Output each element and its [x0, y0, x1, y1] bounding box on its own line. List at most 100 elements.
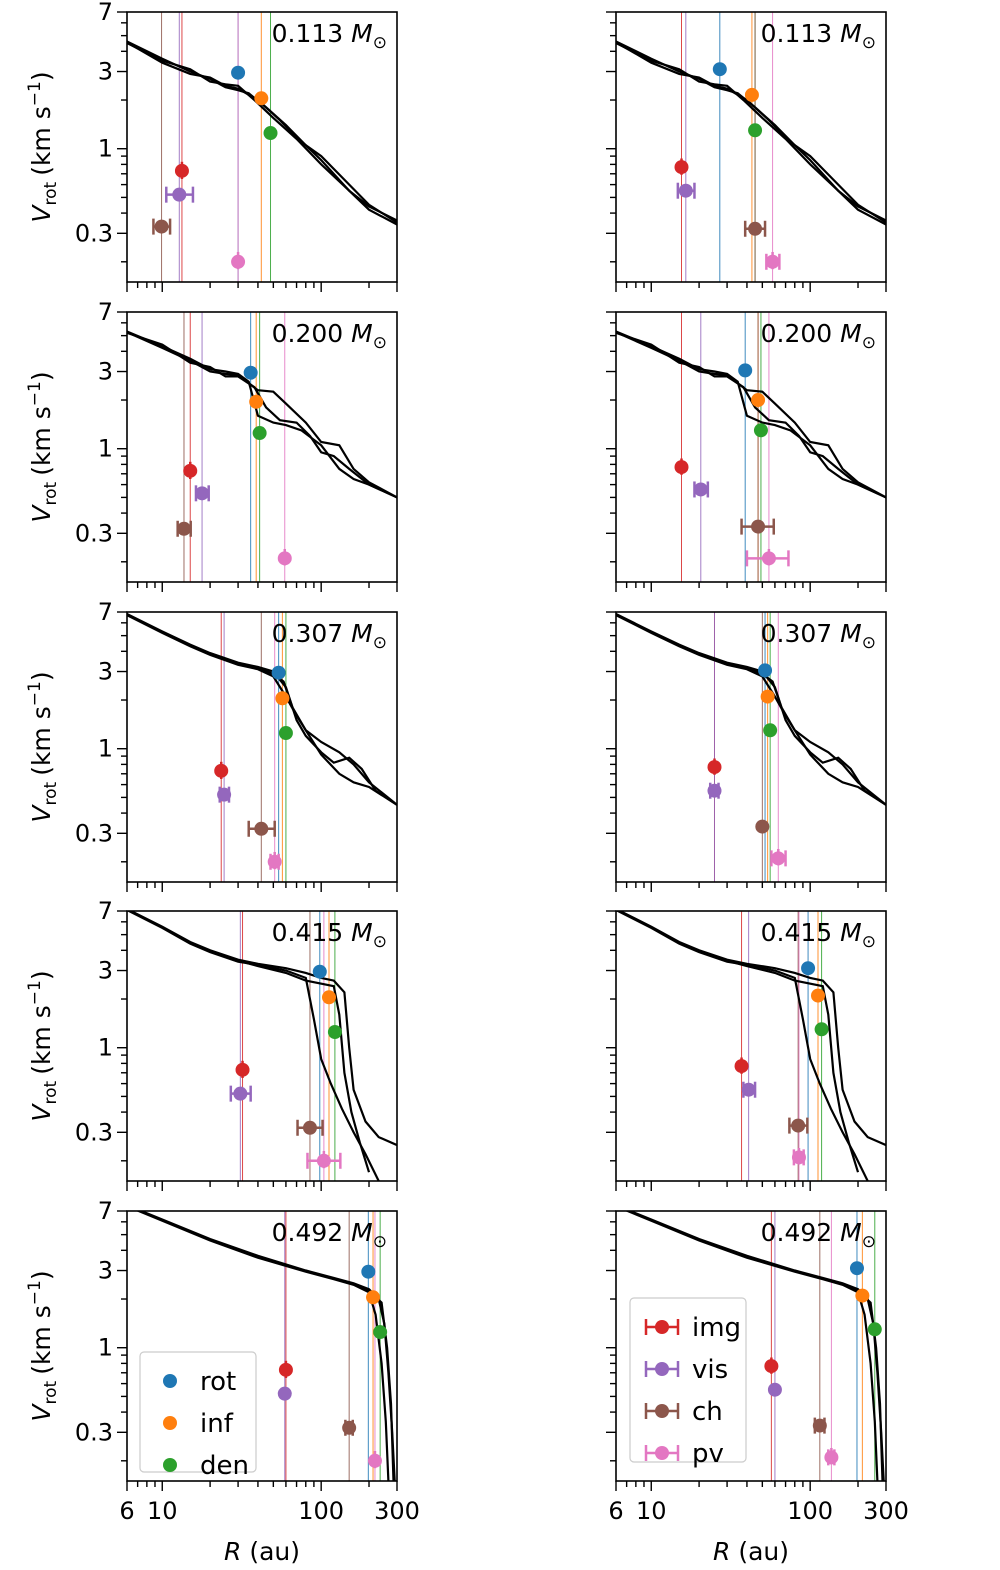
point-den: [814, 1022, 829, 1037]
panel-0-1: 0.113 M⊙: [606, 11, 887, 292]
mass-sub: ⊙: [373, 33, 387, 53]
y-tick-label: 1: [98, 735, 113, 763]
mass-label: 0.200 M⊙: [272, 319, 387, 353]
point-inf: [321, 990, 336, 1005]
legend-marker-vis: [655, 1362, 669, 1376]
point-ch: [791, 1118, 806, 1133]
point-pv: [267, 854, 282, 869]
x-tick-label: 300: [863, 1497, 909, 1525]
panel-2-0: 7 3 1 0.3 0.307 M⊙ Vrot(km s−1): [25, 598, 398, 892]
mass-sub: ⊙: [373, 932, 387, 952]
axes-frame: [126, 910, 398, 1182]
mass-label: 0.492 M⊙: [272, 1218, 387, 1252]
point-inf: [744, 87, 759, 102]
point-vis: [741, 1082, 756, 1097]
point-rot: [758, 663, 773, 678]
mass-unit: M: [351, 918, 373, 947]
point-vis: [277, 1386, 292, 1401]
panel-4-1: 6 10 100 300 0.492 M⊙ R (au): [606, 1210, 909, 1566]
x-tick-label: 6: [119, 1497, 134, 1525]
mass-value: 0.200: [272, 319, 352, 348]
point-vis: [767, 1382, 782, 1397]
mass-sub: ⊙: [373, 1232, 387, 1252]
legend-left: rot inf den: [139, 1351, 257, 1481]
mass-unit: M: [351, 619, 373, 648]
point-vis: [172, 187, 187, 202]
x-tick-label: 300: [374, 1497, 420, 1525]
point-inf: [855, 1288, 870, 1303]
plot-area: [135, 1211, 396, 1481]
legend-marker-den: [163, 1458, 177, 1472]
legend-label-den: den: [200, 1451, 249, 1481]
point-rot: [849, 1261, 864, 1276]
point-ch: [748, 221, 763, 236]
mass-sub: ⊙: [862, 333, 876, 353]
legend-marker-ch: [655, 1404, 669, 1418]
model-curve: [127, 911, 371, 1173]
point-pv: [771, 851, 786, 866]
point-inf: [254, 91, 269, 106]
mass-unit: M: [351, 19, 373, 48]
point-rot: [712, 62, 727, 77]
mass-label: 0.113 M⊙: [272, 19, 387, 53]
y-tick-label: 1: [98, 1034, 113, 1062]
point-den: [278, 726, 293, 741]
plot-area: [127, 612, 397, 882]
mass-sub: ⊙: [373, 633, 387, 653]
panel-1-1: 0.200 M⊙: [606, 311, 887, 592]
point-rot: [361, 1264, 376, 1279]
x-tick-label: 10: [147, 1497, 178, 1525]
x-tick-label: 100: [298, 1497, 344, 1525]
point-img: [674, 160, 689, 175]
point-vis: [707, 783, 722, 798]
plot-area: [616, 312, 886, 582]
point-img: [235, 1062, 250, 1077]
point-vis: [195, 486, 210, 501]
point-img: [764, 1359, 779, 1374]
panel-3-0: 7 3 1 0.3 0.415 M⊙ Vrot(km s−1): [25, 897, 398, 1191]
panel-3-1: 0.415 M⊙: [606, 910, 887, 1191]
panel-2-1: 0.307 M⊙: [606, 611, 887, 892]
y-axis-label: Vrot(km s−1): [25, 1270, 61, 1421]
mass-unit: M: [351, 319, 373, 348]
axes-frame: [615, 910, 887, 1182]
point-img: [174, 163, 189, 178]
y-tick-label: 3: [98, 358, 113, 386]
point-pv: [824, 1450, 839, 1465]
mass-sub: ⊙: [862, 633, 876, 653]
plot-area: [616, 612, 886, 882]
y-axis-label: Vrot(km s−1): [25, 371, 61, 522]
point-img: [214, 763, 229, 778]
y-axis-label: Vrot(km s−1): [25, 970, 61, 1121]
axes-frame: [615, 11, 887, 283]
legend-label-vis: vis: [692, 1355, 728, 1385]
mass-value: 0.307: [272, 619, 352, 648]
legend-right: img vis ch pv: [629, 1297, 747, 1469]
point-img: [183, 463, 198, 478]
mass-unit: M: [840, 1218, 862, 1247]
legend-marker-rot: [163, 1374, 177, 1388]
y-tick-label: 7: [98, 298, 113, 326]
point-rot: [231, 65, 246, 80]
point-img: [278, 1362, 293, 1377]
point-img: [674, 460, 689, 475]
legend-frame: [629, 1297, 747, 1463]
mass-value: 0.415: [761, 918, 841, 947]
point-den: [753, 423, 768, 438]
mass-sub: ⊙: [862, 932, 876, 952]
point-pv: [277, 551, 292, 566]
point-rot: [243, 365, 258, 380]
point-den: [763, 723, 778, 738]
y-tick-label: 0.3: [75, 219, 113, 247]
point-inf: [760, 689, 775, 704]
point-den: [252, 426, 267, 441]
point-vis: [233, 1086, 248, 1101]
y-axis-label: Vrot(km s−1): [25, 671, 61, 822]
point-pv: [765, 254, 780, 269]
point-ch: [254, 821, 269, 836]
plot-area: [616, 911, 886, 1181]
point-pv: [761, 551, 776, 566]
y-tick-label: 3: [98, 658, 113, 686]
mass-sub: ⊙: [862, 33, 876, 53]
